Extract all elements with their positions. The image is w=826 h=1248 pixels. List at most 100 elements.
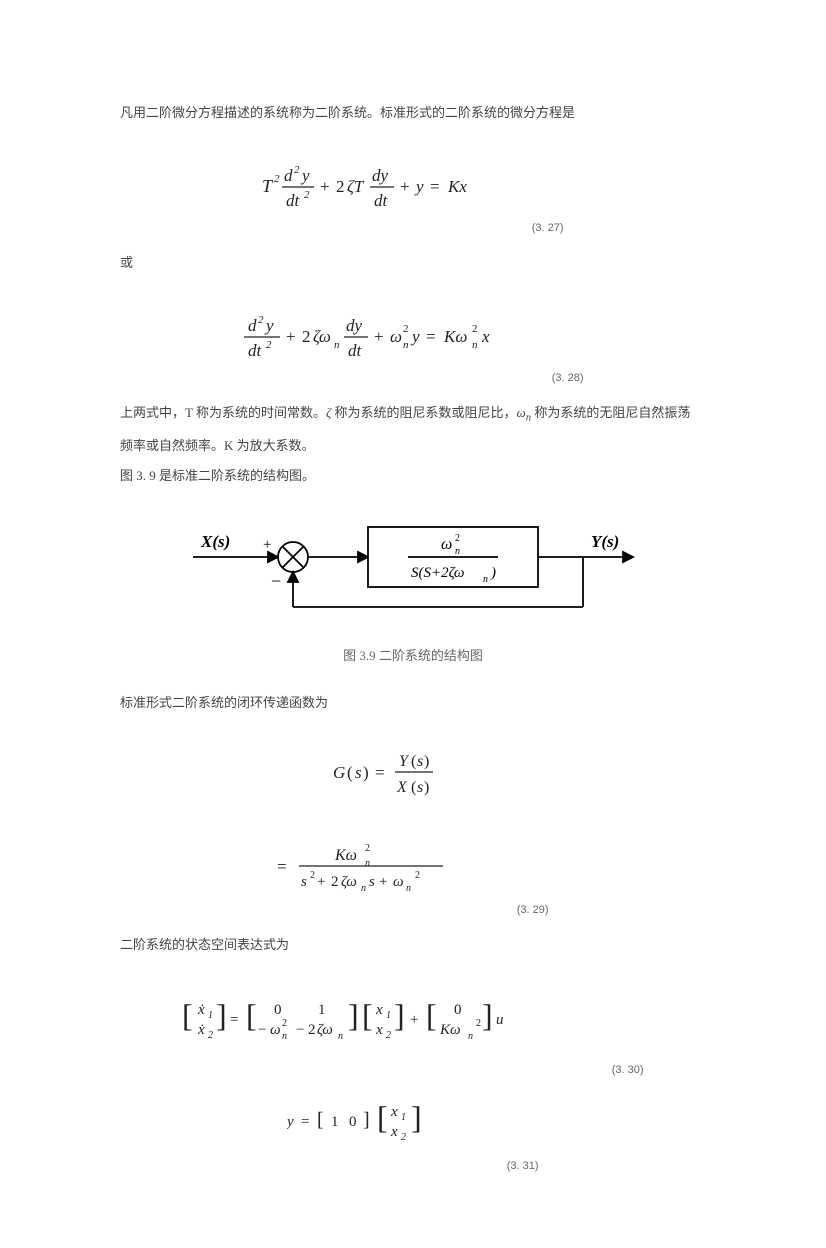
svg-text:[: [ xyxy=(182,997,193,1033)
svg-text:+: + xyxy=(379,874,387,890)
svg-text:dt: dt xyxy=(374,191,389,210)
svg-text:2: 2 xyxy=(308,1022,316,1038)
svg-text:=: = xyxy=(426,327,436,346)
svg-text:G: G xyxy=(333,763,345,782)
svg-text:x: x xyxy=(375,1022,383,1038)
svg-text:1: 1 xyxy=(401,1112,406,1123)
svg-text:2: 2 xyxy=(258,314,264,326)
bd-output-label: Y(s) xyxy=(591,532,619,551)
svg-text:T: T xyxy=(262,176,274,196)
svg-text:2: 2 xyxy=(472,323,478,335)
svg-text:s: s xyxy=(417,753,423,770)
equation-3-29: = Kω n 2 s 2 + 2 ζω n s + ω n 2 (3. 29) xyxy=(120,836,706,896)
svg-text:x: x xyxy=(390,1104,398,1120)
svg-text:1: 1 xyxy=(386,1010,391,1021)
svg-text:ω: ω xyxy=(441,536,452,553)
equation-3-27: T 2 d 2 y dt 2 + 2 ζT dy dt + y = K xyxy=(120,154,706,214)
equation-3-28: d 2 y dt 2 + 2 ζω n dy dt + ω n 2 y = Kω xyxy=(120,304,706,364)
svg-text:(: ( xyxy=(411,779,416,796)
svg-text:+: + xyxy=(320,177,330,196)
svg-text:2: 2 xyxy=(386,1030,391,1041)
svg-text:=: = xyxy=(230,1012,238,1028)
svg-text:2: 2 xyxy=(266,339,272,351)
svg-text:]: ] xyxy=(411,1099,422,1135)
svg-text:1: 1 xyxy=(318,1002,326,1018)
svg-text:+: + xyxy=(400,177,410,196)
svg-text:Kω: Kω xyxy=(443,327,467,346)
svg-text:dt: dt xyxy=(348,341,363,360)
svg-text:(: ( xyxy=(347,763,353,782)
eq-number-330: (3. 30) xyxy=(612,1064,644,1076)
svg-text:1: 1 xyxy=(208,1010,213,1021)
svg-text:2: 2 xyxy=(476,1018,481,1029)
svg-text:[: [ xyxy=(317,1109,324,1131)
figure-3-9: X(s) Y(s) + − ω 2 n S(S+2ζω n ) xyxy=(120,507,706,631)
svg-text:]: ] xyxy=(482,997,493,1033)
svg-text:d: d xyxy=(284,166,293,185)
svg-text:Kω: Kω xyxy=(334,847,357,864)
paragraph-6: 标准形式二阶系统的闭环传递函数为 xyxy=(120,690,706,716)
svg-text:2: 2 xyxy=(403,323,409,335)
svg-text:2: 2 xyxy=(455,533,460,544)
svg-text:2: 2 xyxy=(401,1132,406,1143)
svg-text:2: 2 xyxy=(282,1018,287,1029)
paragraph-2: 或 xyxy=(120,250,706,276)
svg-text:[: [ xyxy=(246,997,257,1033)
svg-text:=: = xyxy=(430,177,440,196)
svg-text:n: n xyxy=(403,339,409,351)
para3-c: 称为系统的无阻尼自然振荡 xyxy=(531,405,690,420)
svg-text:[: [ xyxy=(362,997,373,1033)
svg-text:x: x xyxy=(481,327,490,346)
svg-text:n: n xyxy=(282,1031,287,1042)
equation-gs: G ( s ) = Y ( s ) X ( s ) xyxy=(120,744,706,800)
svg-text:x: x xyxy=(375,1002,383,1018)
eq-number-329: (3. 29) xyxy=(517,904,549,916)
svg-text:0: 0 xyxy=(274,1002,282,1018)
paragraph-1: 凡用二阶微分方程描述的系统称为二阶系统。标准形式的二阶系统的微分方程是 xyxy=(120,100,706,126)
svg-text:ζω: ζω xyxy=(317,1022,333,1038)
svg-text:s: s xyxy=(355,763,362,782)
svg-text:n: n xyxy=(334,339,340,351)
paragraph-5: 图 3. 9 是标准二阶系统的结构图。 xyxy=(120,463,706,489)
para3-a: 上两式中，T 称为系统的时间常数。 xyxy=(120,405,326,420)
svg-text:n: n xyxy=(365,858,370,869)
omega-symbol: ωn xyxy=(517,405,532,420)
svg-text:[: [ xyxy=(377,1099,388,1135)
page-content: 凡用二阶微分方程描述的系统称为二阶系统。标准形式的二阶系统的微分方程是 T 2 … xyxy=(0,0,826,1248)
svg-text:n: n xyxy=(483,574,488,585)
svg-text:]: ] xyxy=(394,997,405,1033)
svg-text:[: [ xyxy=(426,997,437,1033)
svg-text:ω: ω xyxy=(270,1022,281,1038)
svg-text:Y: Y xyxy=(399,753,410,770)
svg-text:0: 0 xyxy=(454,1002,462,1018)
eq-number-327: (3. 27) xyxy=(532,222,564,234)
bd-input-label: X(s) xyxy=(200,532,230,551)
figure-3-9-caption: 图 3.9 二阶系统的结构图 xyxy=(120,645,706,664)
svg-text:1: 1 xyxy=(331,1114,339,1130)
svg-text:=: = xyxy=(301,1114,309,1130)
svg-text:): ) xyxy=(490,565,496,581)
svg-text:x: x xyxy=(390,1124,398,1140)
svg-text:+: + xyxy=(374,327,384,346)
svg-text:): ) xyxy=(363,763,369,782)
svg-text:u: u xyxy=(496,1012,504,1028)
svg-text:=: = xyxy=(375,763,385,782)
svg-text:2: 2 xyxy=(310,870,315,881)
svg-text:y: y xyxy=(264,316,274,335)
svg-text:ẋ: ẋ xyxy=(197,1022,205,1038)
bd-plus: + xyxy=(263,537,271,553)
svg-text:y: y xyxy=(414,177,424,196)
svg-text:S(S+2ζω: S(S+2ζω xyxy=(411,565,464,581)
svg-text:ω: ω xyxy=(393,874,404,890)
svg-text:+: + xyxy=(410,1012,418,1028)
eq-number-331: (3. 31) xyxy=(507,1160,539,1172)
eq-number-328: (3. 28) xyxy=(552,372,584,384)
svg-text:+: + xyxy=(317,874,325,890)
svg-text:ω: ω xyxy=(390,327,402,346)
svg-text:s: s xyxy=(301,874,307,890)
svg-text:s: s xyxy=(369,874,375,890)
equation-3-30: [ ẋ1 ẋ2 ] = [ 0 1 − ωn2 − 2 ζωn ] [ x1 x… xyxy=(120,986,706,1056)
svg-text:(: ( xyxy=(411,753,416,770)
svg-text:2: 2 xyxy=(208,1030,213,1041)
para3-b: 称为系统的阻尼系数或阻尼比， xyxy=(331,405,516,420)
